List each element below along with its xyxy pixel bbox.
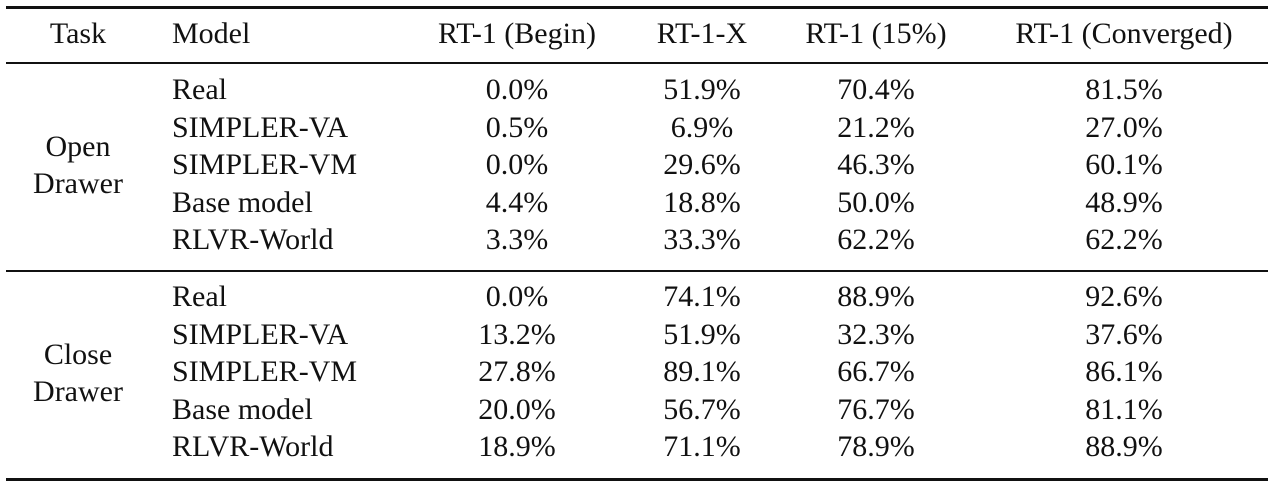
value-cell: 78.9% [837, 430, 915, 463]
model-name: SIMPLER-VA [172, 111, 349, 144]
model-name: SIMPLER-VM [172, 148, 358, 181]
value-cell: 60.1% [1085, 148, 1163, 181]
header-rule [6, 62, 1268, 64]
value-cell: 6.9% [670, 111, 734, 144]
group-separator-rule [6, 270, 1268, 272]
task-label-open-drawer: Open Drawer [33, 128, 123, 202]
value-cell: 76.7% [837, 393, 915, 426]
value-cell: 0.0% [485, 73, 549, 106]
header-rt1-x: RT-1-X [656, 17, 748, 50]
value-cell: 29.6% [663, 148, 741, 181]
value-cell: 89.1% [663, 355, 741, 388]
value-cell: 3.3% [485, 223, 549, 256]
value-cell: 20.0% [478, 393, 556, 426]
task-label-line: Open [45, 130, 111, 163]
task-label-line: Drawer [33, 375, 123, 408]
model-name: SIMPLER-VM [172, 355, 358, 388]
top-rule [6, 6, 1268, 9]
value-cell: 88.9% [1085, 430, 1163, 463]
value-cell: 56.7% [663, 393, 741, 426]
value-cell: 62.2% [837, 223, 915, 256]
header-rt1-begin: RT-1 (Begin) [438, 17, 596, 50]
value-cell: 32.3% [837, 318, 915, 351]
value-cell: 27.0% [1085, 111, 1163, 144]
model-name: RLVR-World [172, 223, 334, 256]
value-cell: 21.2% [837, 111, 915, 144]
task-label-close-drawer: Close Drawer [33, 336, 123, 410]
value-cell: 48.9% [1085, 186, 1163, 219]
model-name: Real [172, 280, 227, 313]
model-name: Base model [172, 393, 313, 426]
header-model: Model [172, 17, 251, 50]
value-cell: 18.8% [663, 186, 741, 219]
value-cell: 81.5% [1085, 73, 1163, 106]
value-cell: 18.9% [478, 430, 556, 463]
model-name: Base model [172, 186, 313, 219]
value-cell: 0.0% [485, 148, 549, 181]
value-cell: 62.2% [1085, 223, 1163, 256]
model-name: Real [172, 73, 227, 106]
value-cell: 70.4% [837, 73, 915, 106]
value-cell: 33.3% [663, 223, 741, 256]
value-cell: 0.5% [485, 111, 549, 144]
value-cell: 0.0% [485, 280, 549, 313]
header-rt1-converged: RT-1 (Converged) [1015, 17, 1233, 50]
model-name: SIMPLER-VA [172, 318, 349, 351]
value-cell: 51.9% [663, 318, 741, 351]
bottom-rule [6, 478, 1268, 481]
value-cell: 74.1% [663, 280, 741, 313]
header-task: Task [49, 17, 107, 50]
header-rt1-15: RT-1 (15%) [805, 17, 947, 50]
value-cell: 37.6% [1085, 318, 1163, 351]
value-cell: 92.6% [1085, 280, 1163, 313]
value-cell: 71.1% [663, 430, 741, 463]
value-cell: 51.9% [663, 73, 741, 106]
task-label-line: Drawer [33, 167, 123, 200]
value-cell: 66.7% [837, 355, 915, 388]
task-label-line: Close [43, 338, 113, 371]
model-name: RLVR-World [172, 430, 334, 463]
value-cell: 88.9% [837, 280, 915, 313]
value-cell: 50.0% [837, 186, 915, 219]
value-cell: 86.1% [1085, 355, 1163, 388]
value-cell: 27.8% [478, 355, 556, 388]
value-cell: 4.4% [485, 186, 549, 219]
value-cell: 81.1% [1085, 393, 1163, 426]
value-cell: 46.3% [837, 148, 915, 181]
value-cell: 13.2% [478, 318, 556, 351]
